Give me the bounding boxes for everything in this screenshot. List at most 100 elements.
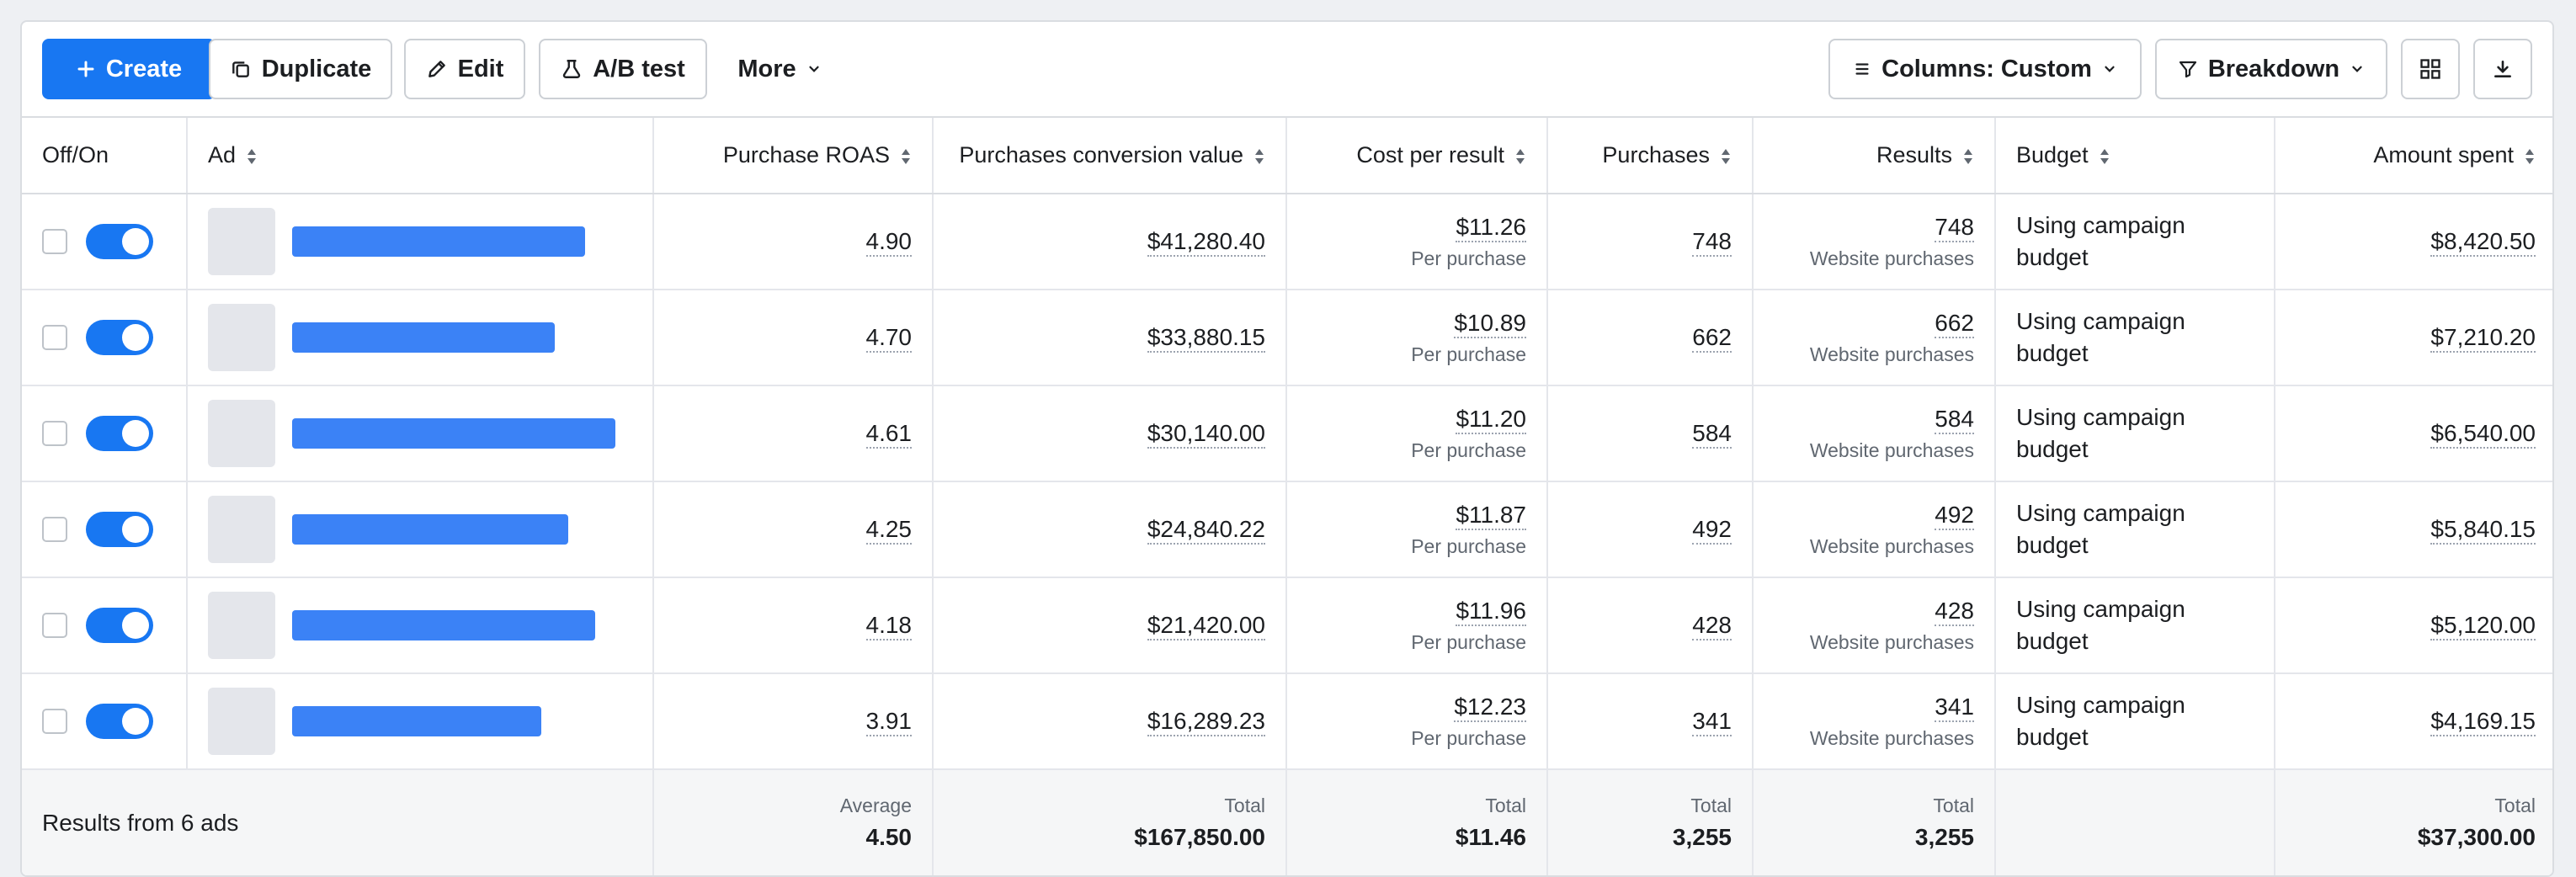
offon-cell [22, 481, 188, 578]
col-header-offon: Off/On [22, 118, 188, 194]
sort-icon [1516, 148, 1525, 164]
edit-button-label: Edit [457, 55, 504, 82]
ab-test-button[interactable]: A/B test [539, 39, 707, 99]
copy-icon [232, 61, 249, 77]
conv-value-cell: $24,840.22 [933, 481, 1287, 578]
toolbar: Create Duplicate Edit A/B test More Colu… [22, 22, 2552, 118]
budget-cell: Using campaign budget [1995, 385, 2275, 482]
footer-budget [1995, 768, 2275, 875]
ad-cell [187, 673, 654, 770]
results-cell: 584 Website purchases [1753, 385, 1996, 482]
more-button-label: More [737, 55, 796, 82]
purchases-cell: 341 [1547, 673, 1754, 770]
chevron-down-icon [2352, 66, 2362, 72]
table-row: 3.91 $16,289.23 $12.23 Per purchase 341 3… [22, 673, 2552, 770]
breakdown-button[interactable]: Breakdown [2155, 39, 2387, 99]
ad-name-redacted[interactable] [292, 418, 615, 449]
ab-test-icon [563, 60, 581, 78]
duplicate-button[interactable]: Duplicate [209, 39, 392, 99]
ad-thumbnail [208, 496, 275, 563]
col-header-budget[interactable]: Budget [1995, 118, 2275, 194]
purchases-cell: 492 [1547, 481, 1754, 578]
pencil-icon [428, 61, 445, 77]
col-header-conv-value[interactable]: Purchases conversion value [933, 118, 1287, 194]
columns-button[interactable]: Columns: Custom [1828, 39, 2142, 99]
ads-table: Off/On Ad Purchase ROAS Purchases conver… [22, 118, 2552, 875]
cpr-cell: $11.26 Per purchase [1286, 194, 1548, 290]
spent-cell: $5,120.00 [2275, 577, 2552, 674]
ad-toggle[interactable] [86, 416, 153, 451]
ad-toggle[interactable] [86, 704, 153, 739]
conv-value-cell: $30,140.00 [933, 385, 1287, 482]
sort-icon [1964, 148, 1972, 164]
col-header-ad[interactable]: Ad [187, 118, 654, 194]
sort-icon [2525, 148, 2534, 164]
roas-cell: 4.61 [653, 385, 934, 482]
table-row: 4.90 $41,280.40 $11.26 Per purchase 748 7… [22, 194, 2552, 290]
create-button-label: Create [105, 55, 183, 82]
col-header-purchases[interactable]: Purchases [1547, 118, 1754, 194]
table-header-row: Off/On Ad Purchase ROAS Purchases conver… [22, 118, 2552, 194]
ad-cell [187, 194, 654, 290]
col-header-results[interactable]: Results [1753, 118, 1996, 194]
ad-thumbnail [208, 400, 275, 467]
cpr-cell: $12.23 Per purchase [1286, 673, 1548, 770]
ads-manager-panel: Create Duplicate Edit A/B test More Colu… [20, 20, 2554, 877]
footer-conv-value: Total $167,850.00 [933, 768, 1287, 875]
ad-thumbnail [208, 208, 275, 275]
results-cell: 428 Website purchases [1753, 577, 1996, 674]
ad-name-redacted[interactable] [292, 610, 595, 640]
ad-cell [187, 481, 654, 578]
ad-thumbnail [208, 592, 275, 659]
ad-name-redacted[interactable] [292, 706, 541, 736]
offon-cell [22, 385, 188, 482]
row-checkbox[interactable] [42, 517, 67, 542]
create-button[interactable]: Create [42, 39, 216, 99]
footer-spent: Total $37,300.00 [2275, 768, 2552, 875]
row-checkbox[interactable] [42, 325, 67, 350]
table-row: 4.18 $21,420.00 $11.96 Per purchase 428 4… [22, 577, 2552, 674]
ad-cell [187, 385, 654, 482]
table-row: 4.70 $33,880.15 $10.89 Per purchase 662 6… [22, 290, 2552, 386]
ad-toggle[interactable] [86, 512, 153, 547]
results-cell: 748 Website purchases [1753, 194, 1996, 290]
sort-icon [1255, 148, 1264, 164]
row-checkbox[interactable] [42, 229, 67, 254]
view-toggle-button[interactable] [2401, 39, 2460, 99]
ad-toggle[interactable] [86, 320, 153, 355]
ad-name-redacted[interactable] [292, 514, 568, 545]
footer-purchases: Total 3,255 [1547, 768, 1754, 875]
col-header-spent[interactable]: Amount spent [2275, 118, 2552, 194]
purchases-cell: 584 [1547, 385, 1754, 482]
columns-button-label: Columns: Custom [1881, 55, 2092, 82]
chevron-down-icon [809, 66, 819, 72]
purchases-cell: 662 [1547, 290, 1754, 386]
spent-cell: $7,210.20 [2275, 290, 2552, 386]
row-checkbox[interactable] [42, 613, 67, 638]
offon-cell [22, 194, 188, 290]
duplicate-button-label: Duplicate [261, 55, 372, 82]
filter-icon [2179, 61, 2196, 78]
edit-button[interactable]: Edit [404, 39, 525, 99]
sort-icon [247, 148, 257, 164]
results-cell: 341 Website purchases [1753, 673, 1996, 770]
ad-name-redacted[interactable] [292, 322, 555, 353]
col-header-cpr[interactable]: Cost per result [1286, 118, 1548, 194]
plus-icon [77, 61, 94, 77]
spent-cell: $4,169.15 [2275, 673, 2552, 770]
offon-cell [22, 290, 188, 386]
ad-toggle[interactable] [86, 224, 153, 259]
ad-toggle[interactable] [86, 608, 153, 643]
table-row: 4.61 $30,140.00 $11.20 Per purchase 584 5… [22, 385, 2552, 482]
row-checkbox[interactable] [42, 709, 67, 734]
ad-name-redacted[interactable] [292, 226, 585, 257]
export-button[interactable] [2473, 39, 2532, 99]
grid-icon [2420, 59, 2440, 79]
roas-cell: 4.90 [653, 194, 934, 290]
more-button[interactable]: More [721, 39, 838, 99]
results-cell: 492 Website purchases [1753, 481, 1996, 578]
col-header-roas[interactable]: Purchase ROAS [653, 118, 934, 194]
spent-cell: $6,540.00 [2275, 385, 2552, 482]
offon-cell [22, 577, 188, 674]
row-checkbox[interactable] [42, 421, 67, 446]
